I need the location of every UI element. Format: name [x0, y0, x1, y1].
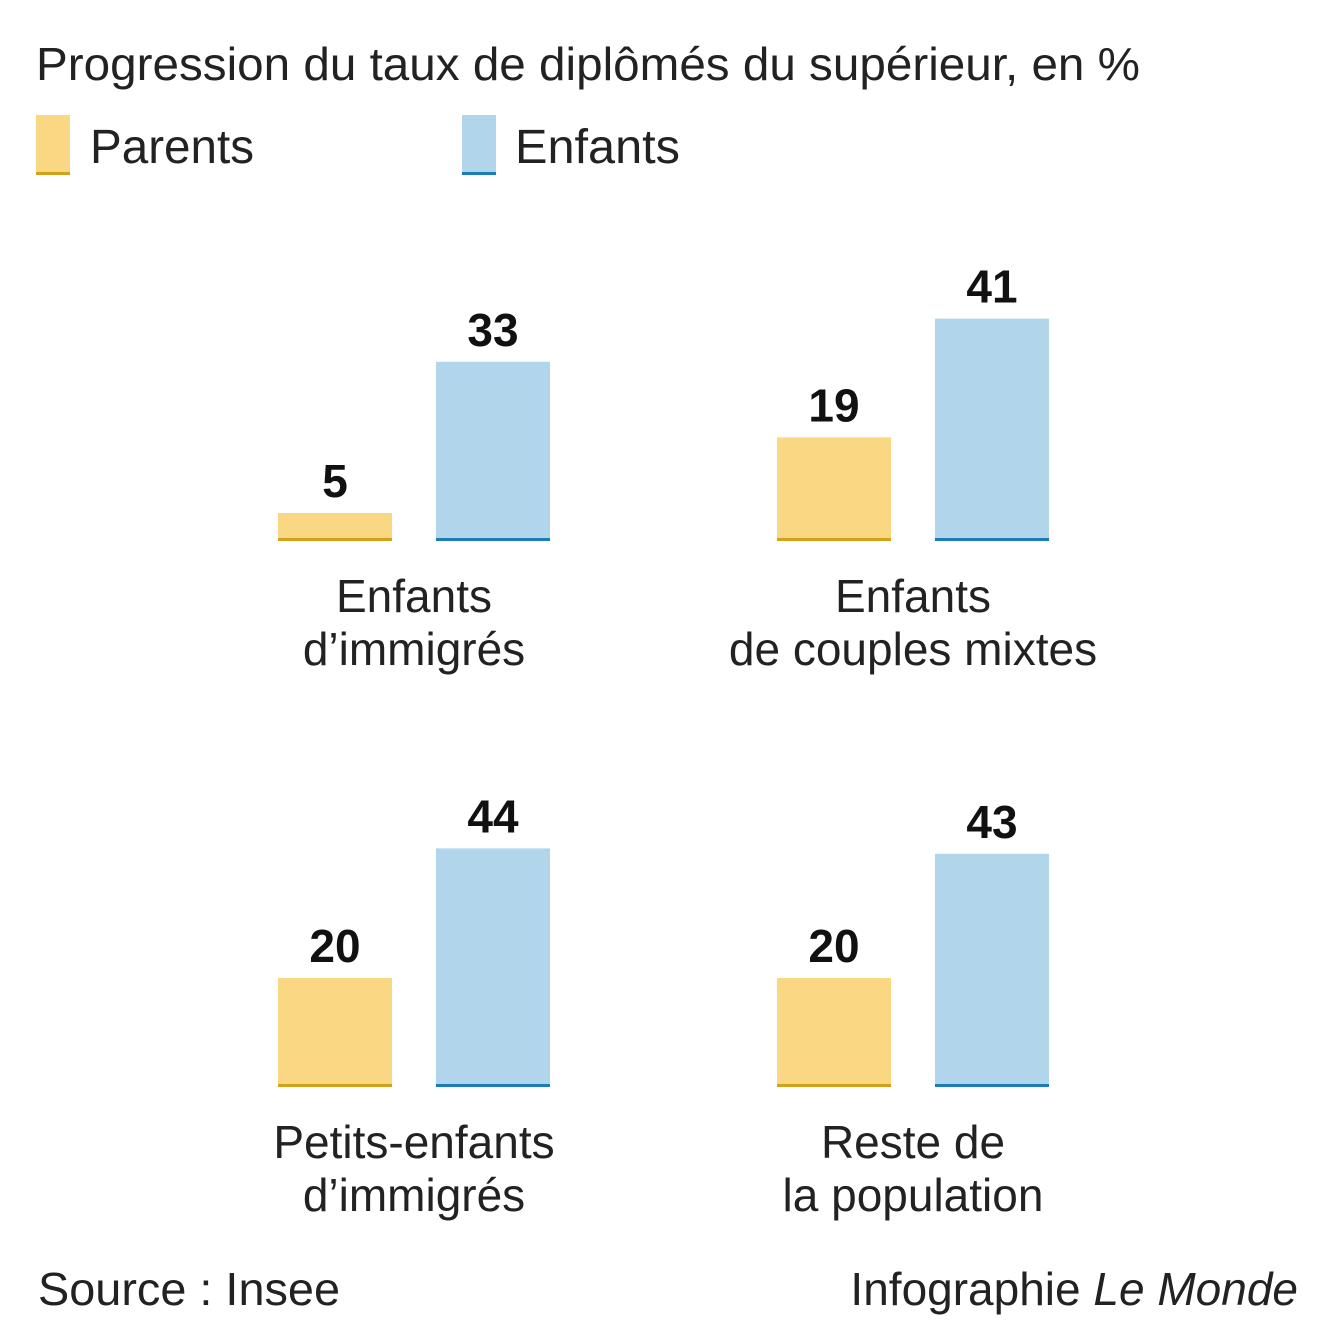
category-label: d’immigrés	[303, 623, 525, 675]
credit-prefix: Infographie	[850, 1263, 1093, 1315]
legend-swatch-enfants-line	[462, 172, 496, 175]
bar-enfants	[436, 361, 550, 540]
bar-baseline-enfants	[935, 538, 1049, 541]
legend: Parents Enfants	[36, 115, 680, 175]
bar-baseline-enfants	[935, 1084, 1049, 1087]
bar-enfants	[935, 318, 1049, 540]
category-label: Reste de	[821, 1116, 1005, 1168]
category-label: de couples mixtes	[729, 623, 1097, 675]
credit: Infographie Le Monde	[850, 1263, 1298, 1315]
source-note: Source : Insee	[38, 1263, 340, 1315]
category-label: la population	[783, 1169, 1044, 1221]
category-label: Enfants	[336, 570, 492, 622]
data-label-parents: 5	[322, 455, 348, 507]
chart-title: Progression du taux de diplômés du supér…	[36, 38, 1140, 90]
bar-baseline-enfants	[436, 1084, 550, 1087]
data-label-enfants: 44	[467, 790, 519, 842]
bar-baseline-enfants	[436, 538, 550, 541]
bar-parents	[777, 978, 891, 1086]
bar-parents	[777, 437, 891, 540]
data-label-parents: 20	[808, 920, 859, 972]
bar-enfants	[935, 853, 1049, 1086]
legend-label-enfants: Enfants	[515, 121, 680, 174]
legend-swatch-parents	[36, 115, 70, 173]
legend-label-parents: Parents	[90, 121, 254, 174]
data-label-parents: 20	[309, 920, 360, 972]
category-label: d’immigrés	[303, 1169, 525, 1221]
credit-brand: Le Monde	[1093, 1263, 1298, 1315]
category-label: Enfants	[835, 570, 991, 622]
bar-parents	[278, 513, 392, 540]
data-label-enfants: 33	[467, 304, 518, 356]
bar-baseline-parents	[278, 1084, 392, 1087]
legend-swatch-enfants	[462, 115, 496, 173]
legend-swatch-parents-line	[36, 172, 70, 175]
bar-baseline-parents	[777, 538, 891, 541]
data-label-enfants: 41	[966, 261, 1017, 313]
data-label-enfants: 43	[966, 796, 1017, 848]
bar-parents	[278, 978, 392, 1086]
category-label: Petits-enfants	[273, 1116, 554, 1168]
bar-enfants	[436, 848, 550, 1086]
bar-baseline-parents	[278, 538, 392, 541]
bar-baseline-parents	[777, 1084, 891, 1087]
data-label-parents: 19	[808, 379, 859, 431]
